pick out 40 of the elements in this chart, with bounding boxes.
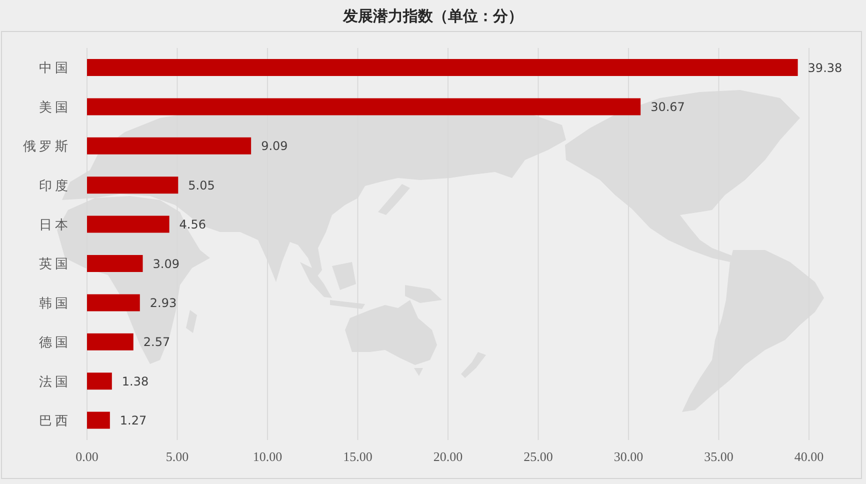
data-label: 2.57 xyxy=(143,335,170,350)
data-label: 5.05 xyxy=(188,178,215,192)
x-tick-label: 25.00 xyxy=(524,449,553,464)
x-tick-label: 15.00 xyxy=(343,449,372,464)
x-tick-label: 5.00 xyxy=(166,449,189,464)
bar xyxy=(87,137,252,154)
y-tick-label: 英国 xyxy=(39,257,71,272)
bar xyxy=(87,412,110,429)
data-label: 1.27 xyxy=(120,414,147,428)
chart-title: 发展潜力指数（单位：分） xyxy=(342,7,524,27)
data-label: 30.67 xyxy=(650,100,685,114)
bar xyxy=(87,216,170,233)
y-tick-label: 法国 xyxy=(39,374,71,390)
y-tick-label: 日本 xyxy=(39,218,71,234)
x-tick-label: 10.00 xyxy=(252,449,282,464)
data-label: 3.09 xyxy=(152,256,180,271)
x-tick-label: 20.00 xyxy=(433,449,463,464)
bar xyxy=(87,372,112,390)
bar xyxy=(87,59,798,76)
data-label: 2.93 xyxy=(150,296,177,310)
data-label: 1.38 xyxy=(122,374,149,388)
x-tick-label: 30.00 xyxy=(614,449,644,464)
bar xyxy=(87,333,134,350)
bar xyxy=(87,294,140,312)
x-tick-label: 0.00 xyxy=(76,449,98,464)
y-tick-label: 俄罗斯 xyxy=(23,140,71,155)
y-tick-label: 美国 xyxy=(39,99,71,116)
y-tick-label: 韩国 xyxy=(39,296,71,312)
data-label: 4.56 xyxy=(179,218,206,232)
x-tick-label: 40.00 xyxy=(794,449,824,464)
bar xyxy=(87,176,178,194)
bar xyxy=(87,98,641,116)
data-label: 9.09 xyxy=(261,139,288,154)
x-tick-label: 35.00 xyxy=(704,449,734,464)
y-tick-label: 印度 xyxy=(39,178,71,194)
y-tick-label: 中国 xyxy=(39,61,71,76)
y-tick-label: 巴西 xyxy=(39,414,71,430)
data-label: 39.38 xyxy=(808,60,842,75)
bar xyxy=(87,255,143,272)
y-tick-label: 德国 xyxy=(39,336,71,351)
